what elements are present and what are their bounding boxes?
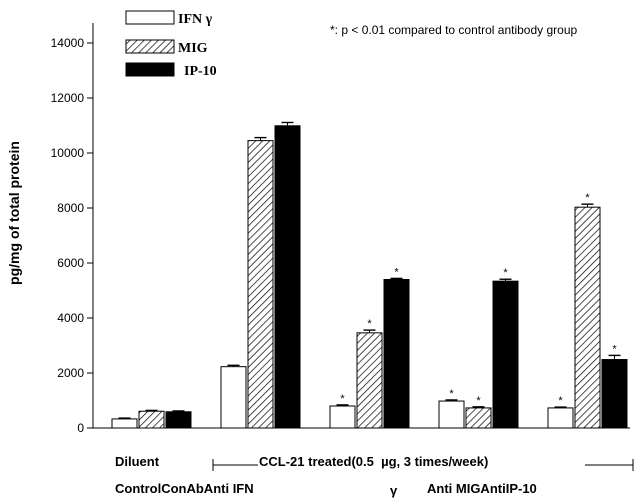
bar-mig-group-1 [138, 410, 165, 429]
axes: 0 2000 4000 6000 8000 10000 12000 14000 [51, 23, 630, 435]
legend-label-mig: MIG [178, 41, 208, 56]
treatment-bracket [212, 459, 634, 471]
bar-mig-group-3 [356, 332, 383, 429]
significance-note: *: p < 0.01 compared to control antibody… [330, 23, 577, 37]
bars: * * * * * * * * * [111, 121, 628, 429]
bar-ip10-group-1 [165, 411, 192, 429]
bar-ifn-gamma-group-1 [111, 418, 138, 429]
y-tick-label: 0 [77, 421, 84, 435]
legend-swatch-mig [125, 39, 175, 54]
legend-swatch-ip10 [125, 62, 175, 77]
group-label-diluent: Diluent [115, 454, 160, 469]
y-tick-label: 12000 [51, 91, 85, 105]
bar-ifn-gamma-group-2 [220, 366, 247, 429]
y-axis-title: pg/mg of total protein [6, 141, 22, 285]
bar-ip10-group-4 [492, 280, 519, 429]
y-tick-label: 14000 [51, 36, 85, 50]
bar-mig-group-4 [465, 407, 492, 429]
legend-item-ip10: IP-10 [125, 62, 217, 79]
group-label-row2-part1: ControlConAbAnti IFN [115, 481, 254, 496]
bar-ip10-group-5 [601, 359, 628, 429]
bar-mig-group-5 [574, 206, 601, 429]
significance-star: * [585, 192, 590, 204]
legend-label-ip10: IP-10 [184, 64, 217, 79]
y-tick-label: 6000 [57, 256, 84, 270]
legend-label-ifn-gamma: IFN γ [178, 12, 213, 27]
bar-ifn-gamma-group-4 [438, 400, 465, 429]
group-label-ccl21-treated: CCL-21 treated(0.5 µg, 3 times/week) [259, 454, 488, 469]
bar-mig-group-2 [247, 140, 274, 429]
legend-swatch-ifn-gamma [125, 10, 175, 25]
bar-ifn-gamma-group-3 [329, 405, 356, 429]
y-tick-label: 10000 [51, 146, 85, 160]
legend: IFN γ MIG IP-10 [125, 10, 217, 79]
y-tick-label: 8000 [57, 201, 84, 215]
significance-star: * [340, 393, 345, 405]
significance-star: * [476, 395, 481, 407]
significance-star: * [449, 388, 454, 400]
significance-star: * [394, 266, 399, 278]
legend-item-ifn-gamma: IFN γ [125, 10, 213, 27]
significance-star: * [558, 395, 563, 407]
significance-star: * [612, 343, 617, 355]
group-label-row2-gamma: γ [390, 483, 398, 498]
y-tick-label: 2000 [57, 366, 84, 380]
significance-star: * [503, 267, 508, 279]
legend-item-mig: MIG [125, 39, 208, 56]
significance-star: * [367, 318, 372, 330]
bar-ifn-gamma-group-5 [547, 407, 574, 429]
bar-ip10-group-2 [274, 125, 301, 429]
bar-ip10-group-3 [383, 279, 410, 429]
y-tick-label: 4000 [57, 311, 84, 325]
group-label-row2-part2: Anti MIGAntiIP-10 [427, 481, 537, 496]
